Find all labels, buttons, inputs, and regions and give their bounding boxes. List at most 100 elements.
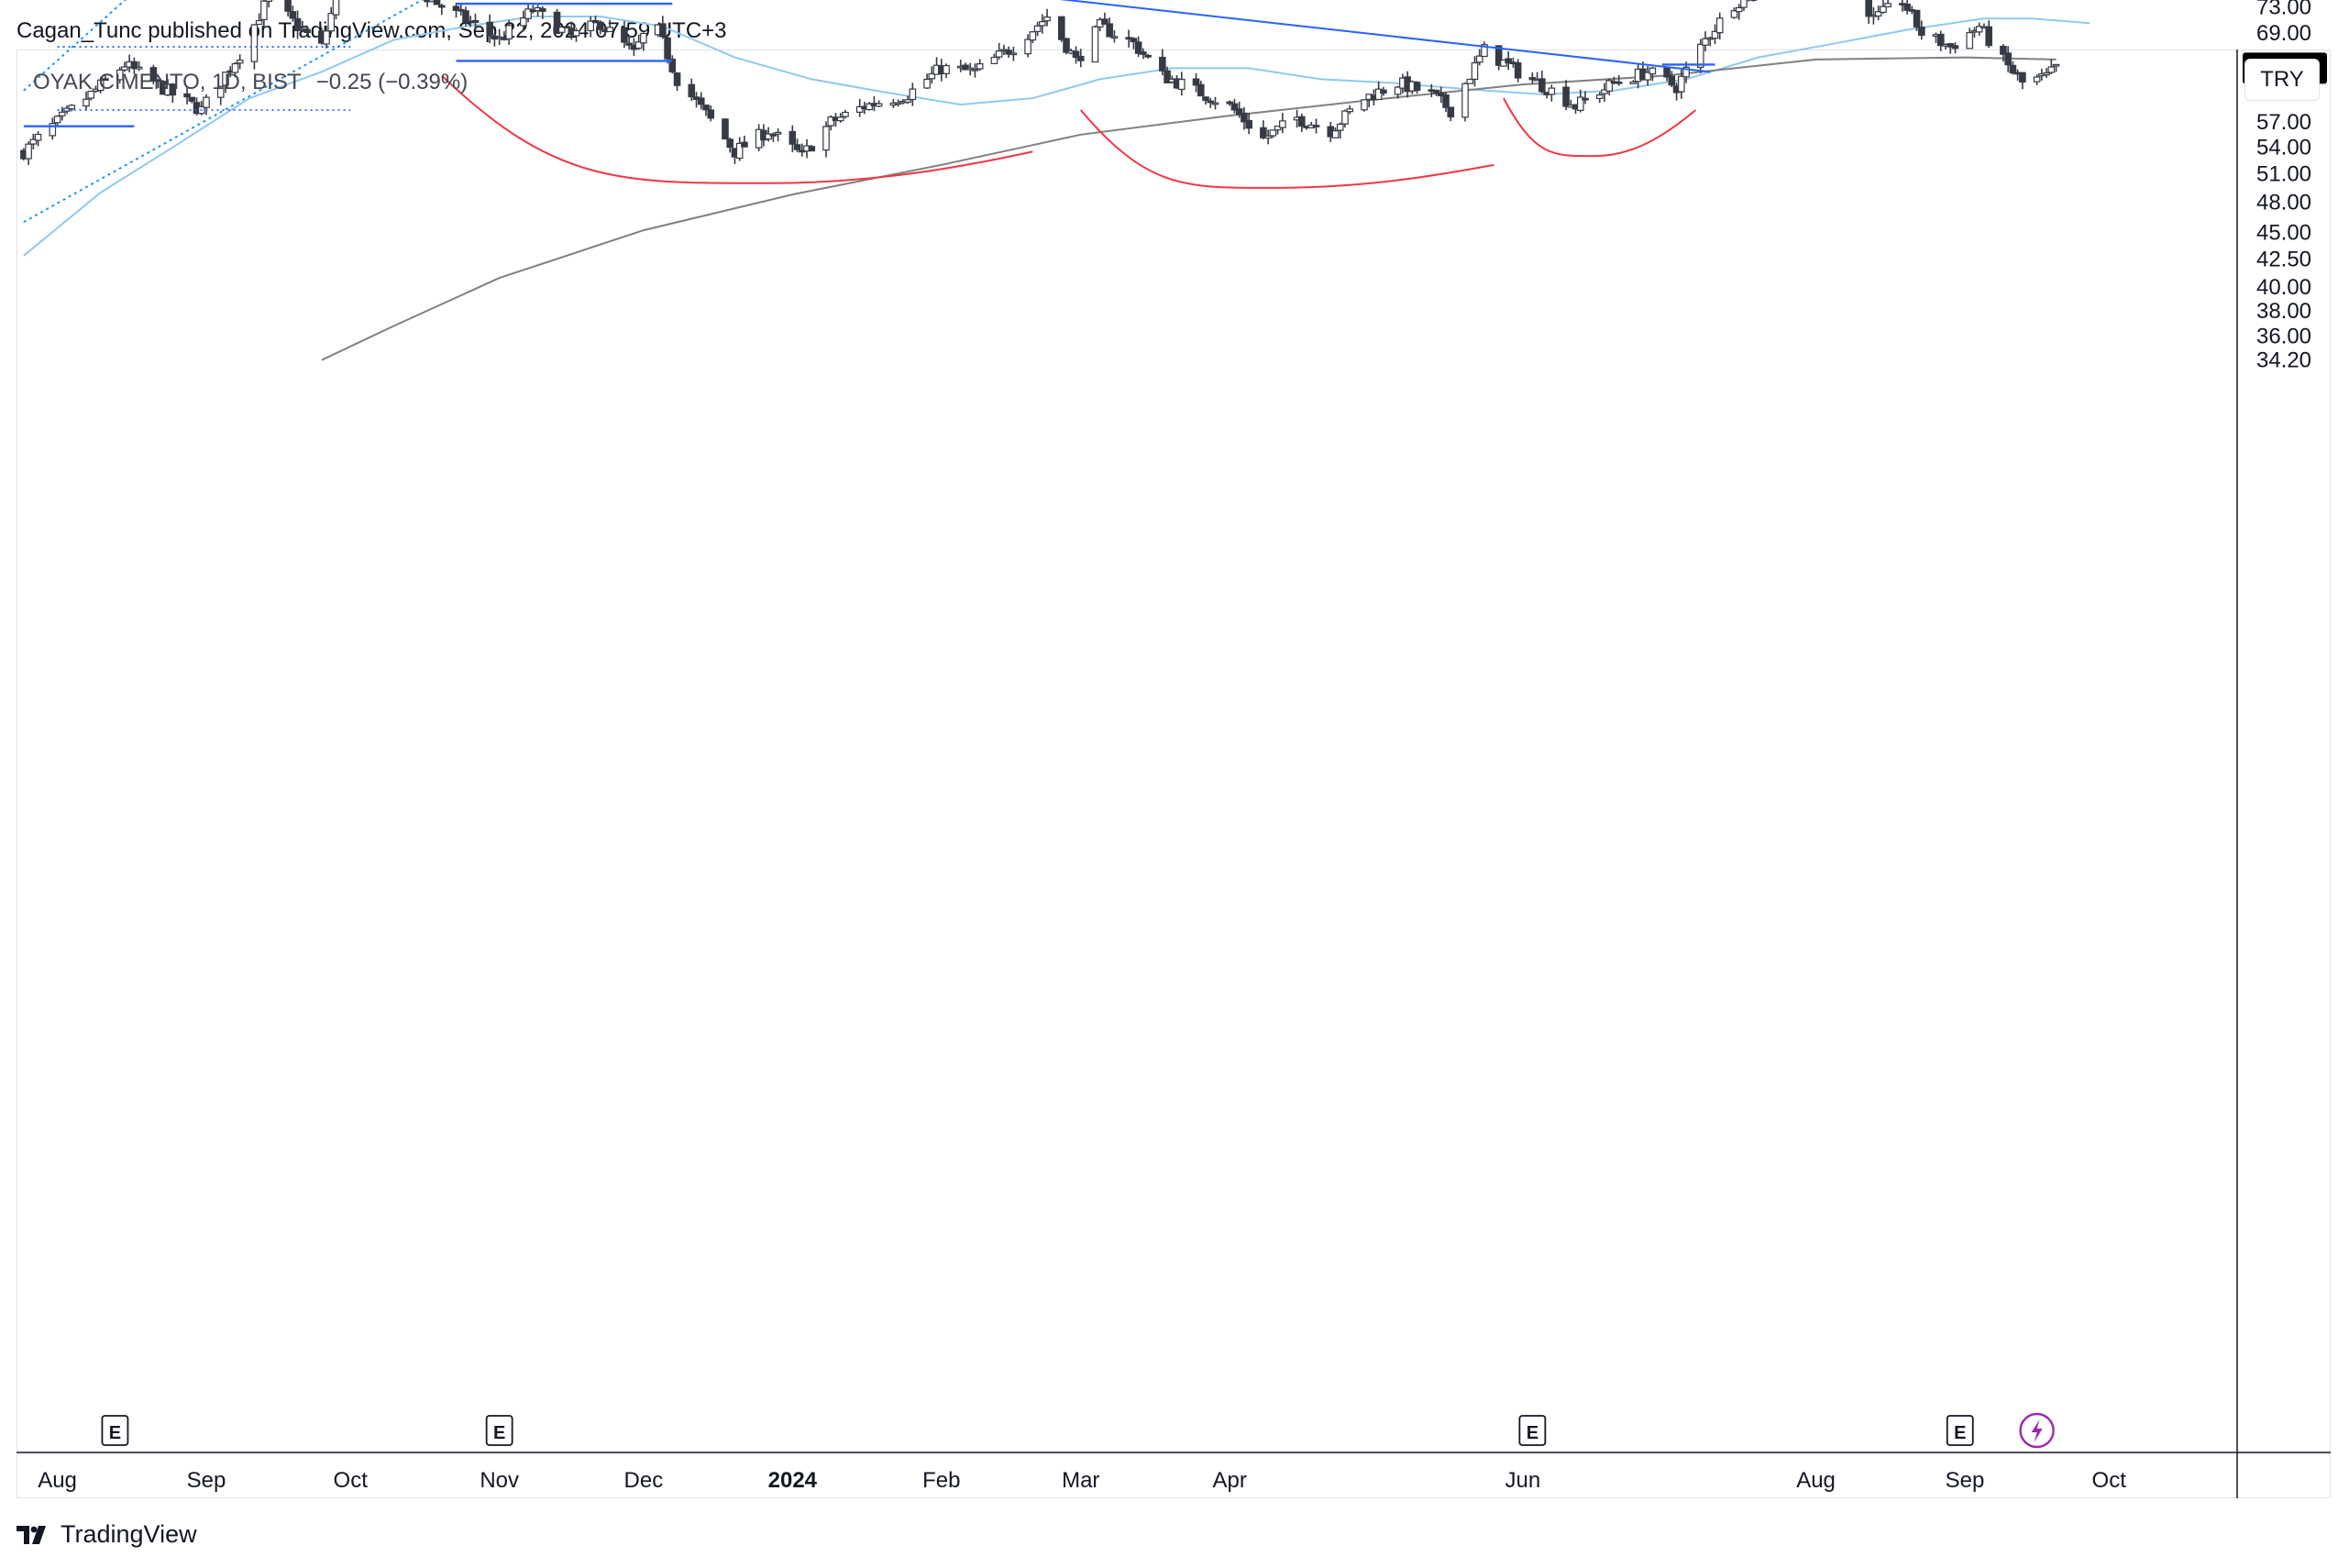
- time-tick-label: Jun: [1505, 1468, 1541, 1493]
- candle-body: [741, 141, 748, 148]
- candle-body: [29, 138, 38, 145]
- candle-body: [1874, 11, 1882, 17]
- candle-body: [1134, 41, 1142, 54]
- candle-body: [265, 0, 272, 2]
- candle-body: [894, 102, 902, 105]
- candle-body: [659, 23, 667, 38]
- candle-body: [53, 116, 61, 124]
- price-tick-label: 57.00: [2256, 110, 2311, 135]
- candle-body: [702, 105, 710, 111]
- candle-body: [130, 61, 138, 70]
- candle-body: [216, 85, 225, 98]
- candle-body: [722, 118, 729, 140]
- candle-body: [1264, 135, 1272, 139]
- candle-body: [1442, 94, 1450, 108]
- candle-body: [1903, 3, 1911, 11]
- candle-body: [25, 143, 32, 160]
- candle-body: [1005, 50, 1012, 55]
- candle-body: [726, 138, 734, 149]
- candle-body: [625, 42, 633, 46]
- candle-body: [572, 29, 580, 37]
- price-change: −0.25 (−0.39%): [315, 70, 469, 94]
- candle-body: [1711, 30, 1719, 39]
- candle-body: [1101, 18, 1108, 25]
- candle-body: [1230, 103, 1239, 111]
- candle-body: [765, 133, 772, 140]
- candle-body: [563, 26, 570, 29]
- candle-body: [58, 111, 66, 116]
- candle-body: [1331, 130, 1340, 138]
- candle-body: [462, 10, 469, 23]
- candle-body: [149, 67, 158, 82]
- price-tick-label: 42.50: [2256, 247, 2311, 271]
- cup-arc: [441, 74, 1033, 184]
- candle-body: [250, 24, 259, 62]
- candle-body: [303, 28, 311, 33]
- price-tick-label: 54.00: [2256, 136, 2311, 160]
- candle-body: [909, 88, 917, 101]
- candle-body: [1024, 39, 1031, 55]
- candle-body: [971, 68, 979, 72]
- earnings-marker-label: E: [493, 1423, 505, 1443]
- candle-body: [2000, 45, 2007, 55]
- candle-body: [96, 79, 105, 92]
- time-tick-label: Oct: [2092, 1468, 2127, 1493]
- candle-body: [1663, 67, 1671, 78]
- candle-body: [1481, 44, 1488, 58]
- time-tick-label: Apr: [1213, 1468, 1247, 1493]
- symbol-legend: OYAK CIMENTO, 1D, BIST −0.25 (−0.39%): [33, 70, 468, 95]
- candle-body: [1514, 62, 1522, 79]
- price-tick-label: 51.00: [2256, 162, 2311, 187]
- candle-body: [1029, 31, 1037, 41]
- candle-body: [875, 103, 883, 107]
- candle-body: [1548, 87, 1556, 95]
- candle-body: [1601, 89, 1608, 94]
- candle-body: [34, 133, 42, 141]
- candle-body: [135, 66, 143, 70]
- time-tick-label: Oct: [334, 1468, 369, 1493]
- candle-body: [962, 64, 969, 71]
- time-tick-label: Aug: [1796, 1468, 1836, 1493]
- currency-button[interactable]: TRY: [2244, 59, 2320, 101]
- time-tick-label: Sep: [1946, 1468, 1985, 1493]
- time-tick-label: Aug: [38, 1468, 77, 1493]
- price-tick-label: 45.00: [2256, 220, 2311, 245]
- price-tick-label: 38.00: [2256, 299, 2311, 324]
- candle-body: [260, 0, 268, 20]
- candle-body: [1279, 120, 1286, 128]
- tradingview-logo-icon: [17, 1525, 46, 1544]
- candle-body: [1043, 17, 1051, 22]
- candle-body: [1380, 89, 1387, 94]
- earnings-marker: [1518, 1415, 1547, 1446]
- candle-body: [68, 105, 76, 110]
- candle-body: [596, 21, 604, 30]
- candle-body: [1312, 125, 1320, 127]
- candle-body: [995, 50, 1003, 58]
- time-tick-label: 2024: [768, 1468, 818, 1493]
- candle-body: [1057, 16, 1065, 40]
- candle-body: [1730, 10, 1738, 18]
- candle-body: [203, 96, 210, 108]
- candle-body: [1582, 97, 1589, 101]
- candle-body: [154, 79, 162, 83]
- candle-body: [1110, 36, 1119, 39]
- candle-body: [1341, 110, 1349, 125]
- candle-body: [1361, 99, 1368, 111]
- candle-body: [976, 63, 984, 70]
- moving-averages: [23, 16, 2090, 361]
- candle-body: [557, 26, 566, 33]
- lightning-bolt: [2031, 1419, 2043, 1442]
- candle-body: [1091, 26, 1099, 63]
- candle-body: [1260, 127, 1267, 138]
- candle-body: [1494, 45, 1503, 66]
- candle-body: [634, 41, 643, 50]
- time-tick-label: Mar: [1062, 1468, 1099, 1493]
- candle-body: [1702, 38, 1709, 46]
- descending-trendline: [1059, 0, 1711, 73]
- candle-body: [1063, 38, 1070, 53]
- candle-body: [1394, 86, 1402, 95]
- candle-body: [668, 59, 677, 72]
- price-tick-label: 69.00: [2256, 21, 2311, 46]
- candle-body: [1269, 129, 1277, 137]
